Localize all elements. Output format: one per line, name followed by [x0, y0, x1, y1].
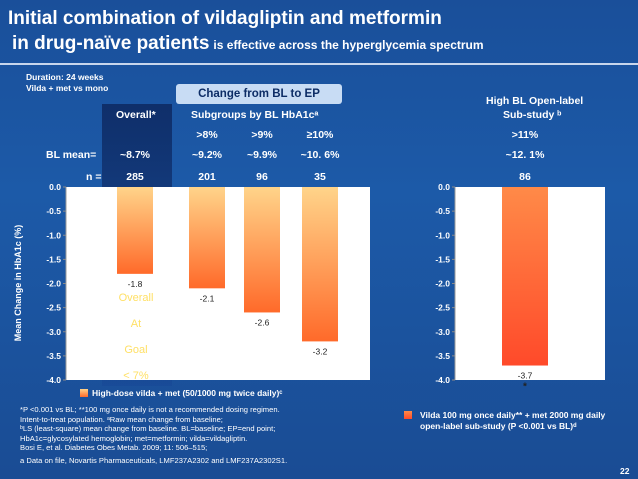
left-chart-category-label: >8% — [196, 129, 218, 141]
left-chart-ytick-label: 0.0 — [49, 182, 61, 192]
page-number: 22 — [620, 466, 630, 476]
left-chart-ytick-label: -3.5 — [46, 351, 61, 361]
legend-right-label: Vilda 100 mg once daily** + met 2000 mg … — [420, 410, 606, 431]
right-chart-ytick-label: -0.5 — [435, 206, 450, 216]
left-chart-n-label: 285 — [126, 171, 144, 183]
right-chart-ytick-label: 0.0 — [438, 182, 450, 192]
footnote-5: Bosi E, et al. Diabetes Obes Metab. 2009… — [20, 443, 208, 453]
legend-right-swatch — [404, 411, 412, 419]
title-line-1: Initial combination of vildagliptin and … — [8, 8, 442, 29]
left-chart-ytick-label: -3.0 — [46, 327, 61, 337]
overlay-text-lt7: < 7% — [123, 370, 149, 382]
left-chart-category-label: ≥10% — [307, 129, 334, 141]
open-label-subtitle: Sub-study ᵇ — [503, 109, 562, 121]
left-chart-n-label: 201 — [198, 171, 216, 183]
left-chart-bar — [117, 187, 153, 274]
col-subgroups: Subgroups by BL HbA1cᵃ — [191, 109, 319, 121]
footnote-2: Intent-to-treat population. ᵃRaw mean ch… — [20, 414, 223, 424]
left-chart-bl-mean-label: ~9.9% — [247, 149, 278, 161]
right-chart-category-label: >11% — [512, 129, 539, 141]
left-chart-ytick-label: -2.0 — [46, 279, 61, 289]
right-chart-bl-mean-label: ~12. 1% — [506, 149, 545, 161]
left-chart-ytick-label: -1.5 — [46, 254, 61, 264]
row-n: n = — [86, 171, 102, 183]
right-chart-ytick-label: -2.5 — [435, 303, 450, 313]
left-chart-bar — [189, 187, 225, 289]
left-chart: 0.0 -0.5 -1.0 -1.5 -2.0 -2.5 -3.0 -3.5 -4.0 -1.8 ~… — [46, 129, 370, 385]
left-chart-bl-mean-label: ~8.7% — [120, 149, 151, 161]
right-chart-n-label: 86 — [519, 171, 531, 183]
right-chart-ytick-label: -1.0 — [435, 230, 450, 240]
left-chart-value-label: -2.6 — [255, 317, 270, 327]
footnote-4: HbA1c=glycosylated hemoglobin; met=metfo… — [20, 433, 248, 443]
duration-label: Duration: 24 weeks — [26, 72, 104, 82]
footnote-1: *P <0.001 vs BL; **100 mg once daily is … — [20, 405, 280, 414]
footnote-3: ᵇLS (least-square) mean change from base… — [20, 424, 276, 434]
title-line-2: in drug-naïve patients is effective acros… — [12, 33, 484, 55]
left-chart-category-label: >9% — [251, 129, 273, 141]
comparison-label: Vilda + met vs mono — [26, 83, 109, 93]
right-chart-annotation: * — [523, 382, 527, 393]
right-chart: 0.0 -0.5 -1.0 -1.5 -2.0 -2.5 -3.0 -3.5 -4.0 -3.7 >… — [435, 129, 605, 393]
left-chart-value-label: -2.1 — [200, 293, 215, 303]
right-chart-ytick-label: -1.5 — [435, 254, 450, 264]
title-line-2-main: in drug-naïve patients — [12, 33, 210, 54]
right-chart-ytick-label: -2.0 — [435, 279, 450, 289]
left-chart-ytick-label: -1.0 — [46, 230, 61, 240]
col-overall: Overall* — [116, 109, 156, 121]
right-chart-ytick-label: -3.0 — [435, 327, 450, 337]
left-chart-ytick-label: -0.5 — [46, 206, 61, 216]
left-chart-bar — [302, 187, 338, 342]
left-chart-n-label: 96 — [256, 171, 268, 183]
right-chart-bar — [502, 187, 548, 366]
left-chart-n-label: 35 — [314, 171, 326, 183]
overlay-text-at: At — [130, 318, 142, 330]
left-chart-bl-mean-label: ~9.2% — [192, 149, 223, 161]
left-chart-ytick-label: -4.0 — [46, 375, 61, 385]
footnotes: *P <0.001 vs BL; **100 mg once daily is … — [20, 405, 287, 466]
right-chart-ytick-label: -4.0 — [435, 375, 450, 385]
title-line-2-sub: is effective across the hyperglycemia sp… — [213, 38, 484, 52]
title-rule — [0, 63, 638, 65]
left-chart-ytick-label: -2.5 — [46, 303, 61, 313]
y-axis-label: Mean Change in HbA1c (%) — [13, 225, 23, 342]
overlay-text-overall: Overall — [118, 292, 154, 304]
right-chart-ytick-label: -3.5 — [435, 351, 450, 361]
left-chart-value-label: -3.2 — [313, 346, 328, 356]
row-bl-mean: BL mean= — [46, 149, 97, 161]
left-chart-value-label: -1.8 — [128, 279, 143, 289]
left-chart-bl-mean-label: ~10. 6% — [301, 149, 340, 161]
left-chart-bar — [244, 187, 280, 313]
legend-left-swatch — [80, 389, 88, 397]
overlay-text-goal: Goal — [124, 344, 148, 356]
change-header: Change from BL to EP — [176, 84, 342, 104]
open-label-title: High BL Open-label — [486, 95, 584, 107]
legend-left-label: High-dose vilda + met (50/1000 mg twice … — [92, 388, 283, 398]
right-chart-value-label: -3.7 — [518, 371, 533, 381]
footnote-6: a Data on file, Novartis Pharmaceuticals… — [20, 455, 288, 465]
